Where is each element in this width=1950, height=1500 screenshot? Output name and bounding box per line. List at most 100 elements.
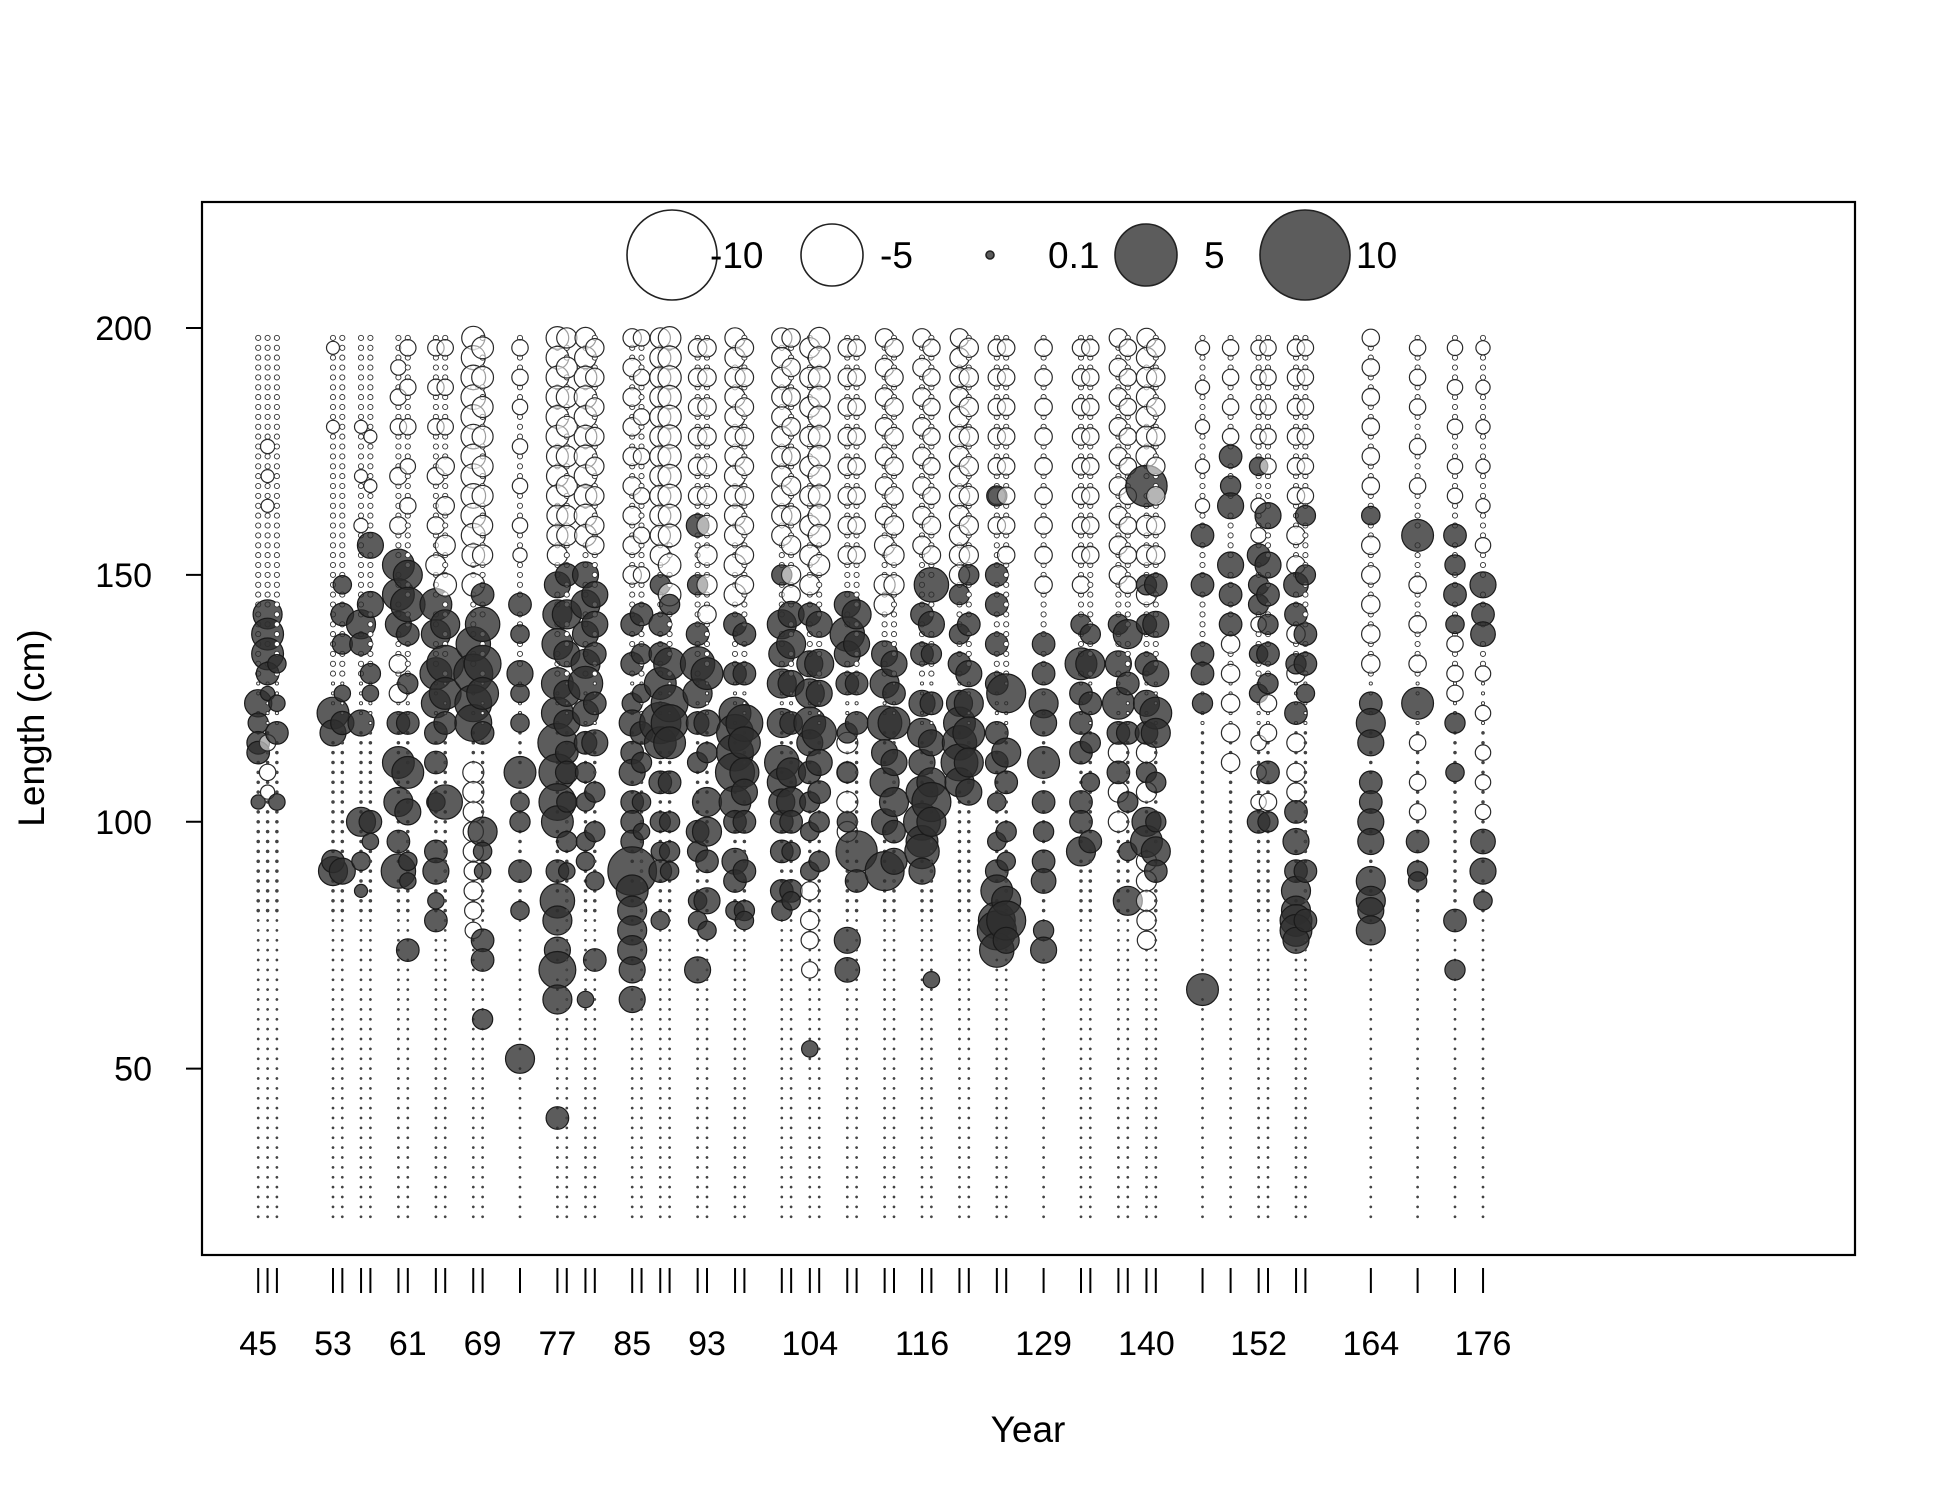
residual-point xyxy=(1266,1008,1270,1011)
positive-residual-bubble xyxy=(844,711,869,735)
residual-point xyxy=(1294,1106,1298,1110)
residual-point xyxy=(584,1146,587,1150)
residual-point xyxy=(883,948,886,952)
residual-point xyxy=(1228,908,1233,913)
residual-point xyxy=(1145,1175,1148,1179)
residual-point xyxy=(694,561,701,569)
residual-point xyxy=(630,1156,634,1159)
residual-point xyxy=(789,1047,793,1051)
residual-point xyxy=(1266,1096,1270,1100)
residual-point xyxy=(920,1166,924,1169)
residual-point xyxy=(255,433,262,440)
positive-residual-bubble xyxy=(1029,936,1058,964)
residual-point xyxy=(1116,869,1121,873)
residual-point xyxy=(434,1057,438,1061)
residual-point xyxy=(733,1067,737,1071)
residual-point xyxy=(845,1126,849,1130)
residual-point xyxy=(883,1205,886,1209)
residual-point xyxy=(563,591,570,598)
residual-point xyxy=(264,561,271,569)
positive-residual-bubble xyxy=(386,829,411,854)
residual-point xyxy=(1004,968,1008,972)
positive-residual-bubble xyxy=(1115,671,1140,696)
negative-residual-bubble xyxy=(807,385,831,409)
residual-point xyxy=(1266,948,1270,952)
residual-point xyxy=(1266,1166,1270,1169)
negative-residual-bubble xyxy=(511,517,529,534)
positive-residual-bubble xyxy=(618,985,646,1014)
residual-point xyxy=(1369,1096,1373,1100)
residual-point xyxy=(780,1166,784,1169)
residual-point xyxy=(1294,1166,1298,1169)
residual-point xyxy=(1154,899,1158,903)
residual-point xyxy=(994,711,999,716)
residual-point xyxy=(1416,958,1420,962)
residual-point xyxy=(583,820,588,824)
negative-residual-bubble xyxy=(1146,515,1166,536)
residual-point xyxy=(957,908,962,913)
residual-point xyxy=(1088,988,1092,991)
positive-residual-bubble xyxy=(800,1040,819,1058)
residual-point xyxy=(705,1136,709,1140)
residual-point xyxy=(273,621,280,628)
residual-point xyxy=(434,978,438,982)
residual-point xyxy=(593,1166,597,1169)
residual-point xyxy=(340,780,345,785)
residual-point xyxy=(958,1126,961,1130)
residual-point xyxy=(1154,1195,1158,1199)
residual-point xyxy=(892,1136,896,1140)
residual-point xyxy=(404,660,411,667)
residual-point xyxy=(696,998,699,1001)
negative-residual-bubble xyxy=(1221,398,1240,416)
positive-residual-bubble xyxy=(631,792,652,812)
residual-point xyxy=(368,978,372,982)
residual-point xyxy=(789,1126,793,1130)
residual-point xyxy=(1042,988,1046,991)
residual-point xyxy=(1088,1027,1092,1031)
residual-point xyxy=(1200,879,1205,883)
residual-point xyxy=(892,1037,896,1041)
residual-point xyxy=(1117,1047,1120,1051)
residual-point xyxy=(1303,780,1308,785)
positive-residual-bubble xyxy=(1293,622,1318,646)
residual-point xyxy=(329,374,337,381)
residual-point xyxy=(256,1166,260,1169)
positive-residual-bubble xyxy=(657,770,682,795)
positive-residual-bubble xyxy=(956,612,981,637)
residual-point xyxy=(696,988,699,991)
residual-point xyxy=(1004,1057,1008,1061)
residual-point xyxy=(406,1077,410,1080)
residual-point xyxy=(1154,1185,1158,1189)
residual-point xyxy=(593,1096,597,1100)
residual-point xyxy=(359,938,363,942)
residual-point xyxy=(565,1027,569,1031)
residual-point xyxy=(1126,1087,1130,1090)
negative-residual-bubble xyxy=(1194,419,1211,435)
residual-point xyxy=(808,1037,812,1041)
residual-point xyxy=(640,919,643,922)
residual-point xyxy=(630,1215,634,1219)
residual-point xyxy=(640,1146,643,1150)
negative-residual-bubble xyxy=(958,426,980,447)
residual-point xyxy=(780,1116,784,1120)
negative-residual-bubble xyxy=(584,426,605,447)
residual-point xyxy=(883,1057,886,1061)
residual-point xyxy=(1004,1205,1008,1209)
negative-residual-bubble xyxy=(800,961,819,979)
residual-point xyxy=(1369,958,1373,962)
residual-point xyxy=(1303,711,1308,716)
residual-point xyxy=(1040,601,1047,608)
residual-point xyxy=(256,1175,260,1179)
residual-point xyxy=(255,552,262,559)
residual-point xyxy=(780,1027,784,1031)
residual-point xyxy=(1079,1146,1083,1150)
residual-point xyxy=(518,1166,522,1169)
residual-point xyxy=(331,948,335,952)
residual-point xyxy=(640,1116,643,1120)
residual-point xyxy=(471,1057,475,1061)
residual-point xyxy=(958,1017,961,1021)
residual-point xyxy=(854,760,859,765)
sample-column xyxy=(581,334,609,1219)
residual-point xyxy=(396,889,401,893)
residual-point xyxy=(1088,1047,1092,1051)
